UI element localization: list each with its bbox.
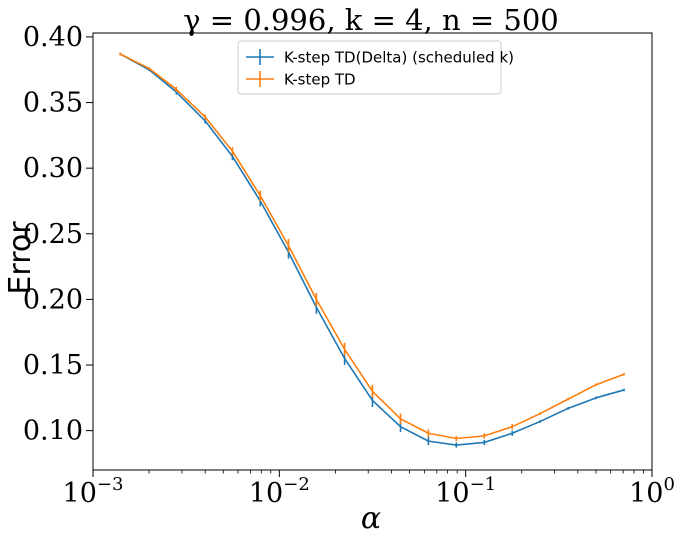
legend-box bbox=[237, 40, 502, 95]
y-tick-label: 0.20 bbox=[23, 284, 83, 315]
y-tick-label: 0.25 bbox=[23, 219, 83, 250]
legend: K-step TD(Delta) (scheduled k) K-step TD bbox=[237, 40, 514, 95]
y-tick-label: 0.30 bbox=[23, 153, 83, 184]
y-axis-label: Error bbox=[3, 221, 38, 295]
legend-label: K-step TD bbox=[284, 71, 356, 89]
plot-area bbox=[92, 32, 653, 471]
x-tick-label: 100 bbox=[629, 474, 674, 509]
x-tick-label: 10−3 bbox=[63, 474, 124, 509]
x-minor-ticks bbox=[148, 470, 644, 474]
y-tick-label: 0.40 bbox=[23, 22, 83, 53]
series-layer bbox=[119, 52, 625, 448]
x-tick-label: 10−1 bbox=[435, 474, 496, 509]
y-tick-label: 0.35 bbox=[23, 88, 83, 119]
legend-entry: K-step TD bbox=[246, 71, 356, 89]
legend-label: K-step TD(Delta) (scheduled k) bbox=[284, 49, 514, 67]
legend-entry: K-step TD(Delta) (scheduled k) bbox=[246, 49, 514, 67]
x-tick-label: 10−2 bbox=[249, 474, 310, 509]
y-axis-ticks: 0.10 0.15 0.20 0.25 0.30 0.35 0.40 bbox=[23, 22, 93, 447]
y-tick-label: 0.15 bbox=[23, 350, 83, 381]
x-axis-label: α bbox=[361, 501, 381, 536]
x-axis-ticks: 10−3 10−2 10−1 100 bbox=[63, 470, 674, 509]
series-2 bbox=[119, 52, 625, 442]
y-tick-label: 0.10 bbox=[23, 416, 83, 447]
chart-title: γ = 0.996, k = 4, n = 500 bbox=[183, 3, 559, 37]
